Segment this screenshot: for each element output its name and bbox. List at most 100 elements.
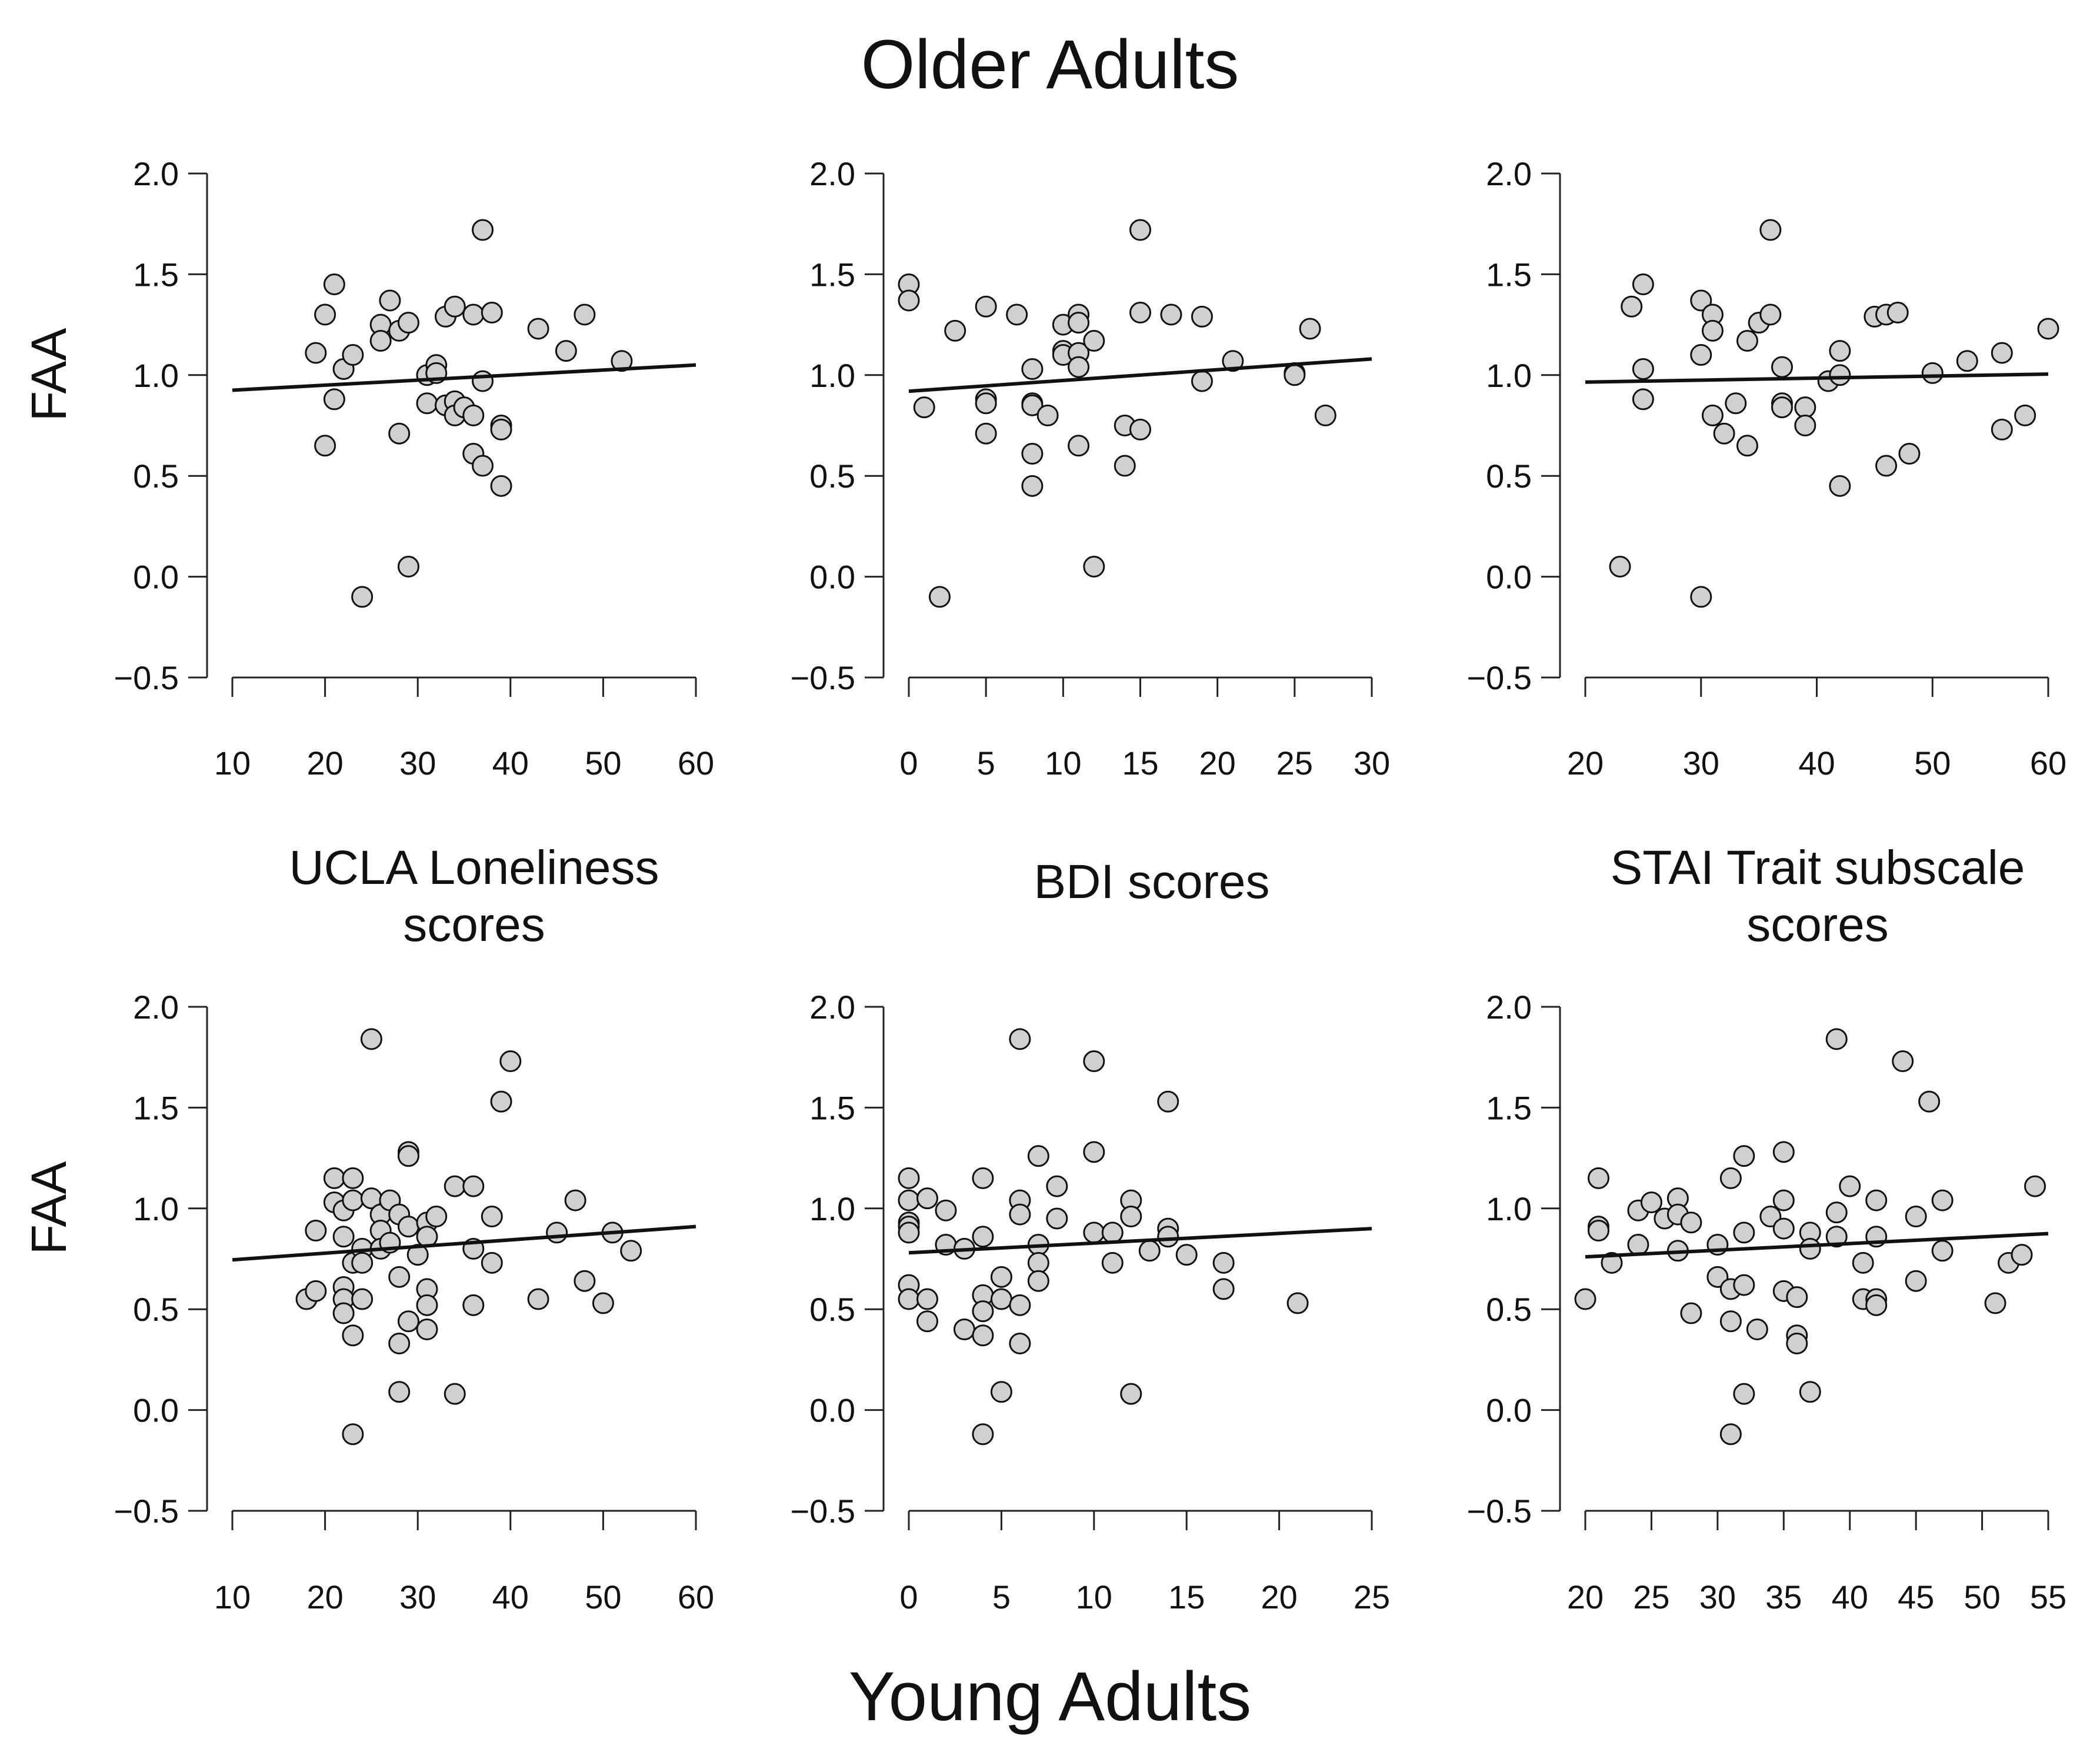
data-point	[898, 1221, 920, 1244]
data-point	[1138, 1240, 1161, 1262]
data-point	[913, 396, 935, 419]
data-point	[314, 303, 336, 326]
data-point	[1725, 392, 1747, 415]
x-tick-label: 20	[1261, 1578, 1297, 1616]
data-point	[1627, 1234, 1649, 1256]
data-point	[1736, 330, 1758, 352]
data-point	[1083, 555, 1105, 578]
data-point	[1027, 1145, 1049, 1167]
y-tick-label: 1.0	[133, 1190, 179, 1227]
data-point	[1825, 1028, 1848, 1050]
data-point	[527, 318, 549, 340]
x-tick-label: 30	[1354, 745, 1390, 782]
data-point	[1212, 1278, 1235, 1300]
y-tick-label: 0.0	[133, 1392, 179, 1429]
y-tick-label: 0.5	[809, 458, 855, 495]
y-tick-label: 1.5	[1486, 1089, 1532, 1126]
y-tick-label: 1.5	[133, 1089, 179, 1126]
data-point	[1006, 303, 1028, 326]
data-point	[1991, 342, 2013, 364]
data-point	[1799, 1237, 1821, 1260]
data-point	[898, 1167, 920, 1189]
x-tick-label: 25	[1354, 1578, 1390, 1616]
data-point	[1046, 1207, 1068, 1230]
data-point	[1157, 1226, 1179, 1248]
data-point	[1991, 418, 2013, 440]
x-tick-label: 20	[306, 1578, 343, 1616]
y-tick-label: −0.5	[1466, 659, 1532, 696]
data-point	[1009, 1294, 1031, 1316]
data-point	[898, 1288, 920, 1310]
data-point	[1101, 1251, 1124, 1274]
data-point	[2037, 318, 2059, 340]
x-tick-label: 10	[214, 1578, 251, 1616]
data-point	[1794, 415, 1816, 436]
data-point	[928, 586, 951, 608]
data-point	[1799, 1381, 1821, 1403]
data-point	[574, 1270, 596, 1292]
data-point	[499, 1050, 522, 1073]
data-point	[425, 1206, 448, 1228]
y-tick-label: −0.5	[790, 659, 855, 696]
data-point	[1771, 356, 1793, 378]
data-point	[481, 1251, 503, 1274]
data-point	[342, 1167, 364, 1189]
data-point	[462, 1294, 485, 1316]
data-point	[472, 219, 494, 241]
data-point	[1825, 1226, 1848, 1248]
data-point	[323, 273, 345, 296]
data-point	[1574, 1288, 1596, 1310]
y-tick-label: 1.5	[809, 256, 855, 293]
panel-young-ucla-loneliness-scores: −0.5 0.0 0.5 1.0 1.5 2.0 10 20 30 40 50 60 FAA	[21, 989, 714, 1616]
data-point	[388, 1332, 411, 1354]
data-point	[555, 340, 577, 362]
x-tick-label: 30	[1699, 1578, 1736, 1616]
older-adults-title: Older Adults	[861, 26, 1239, 104]
data-point	[1713, 422, 1735, 445]
data-point	[1129, 302, 1151, 324]
data-point	[611, 350, 633, 372]
data-point	[342, 1423, 364, 1446]
y-tick-label: 2.0	[133, 989, 179, 1026]
data-point	[1759, 303, 1782, 326]
data-point	[1101, 1221, 1124, 1244]
data-point	[444, 1175, 466, 1197]
data-point	[342, 1189, 364, 1211]
data-point	[1009, 1203, 1031, 1226]
data-point	[935, 1199, 957, 1221]
x-tick-label: 40	[492, 745, 529, 782]
data-point	[944, 319, 966, 342]
data-point	[1046, 1175, 1068, 1197]
panel-young-stai-trait-subscale-scores: −0.5 0.0 0.5 1.0 1.5 2.0 20 25 30 35 40 45 50 55	[1466, 989, 2066, 1616]
data-point	[490, 418, 512, 440]
data-point	[546, 1221, 568, 1244]
data-point	[472, 370, 494, 392]
y-tick-label: 0.5	[1486, 1291, 1532, 1328]
data-point	[1587, 1220, 1609, 1242]
regression-line	[908, 357, 1372, 393]
data-point	[1733, 1274, 1755, 1296]
y-tick-label: 1.5	[809, 1089, 855, 1126]
y-tick-label: 1.0	[809, 357, 855, 394]
y-axis-label: FAA	[21, 328, 76, 422]
data-point	[1212, 1251, 1235, 1274]
data-point	[1719, 1167, 1742, 1189]
data-point	[1191, 305, 1213, 328]
data-point	[1892, 1050, 1914, 1073]
y-tick-label: 0.5	[1486, 458, 1532, 495]
data-point	[1068, 356, 1090, 378]
scatter-panels: −0.50.00.51.01.52.010 20 30 40 50 60FAA−0.50.…	[21, 155, 2066, 1616]
x-tick-label: 50	[1914, 745, 1951, 782]
data-point	[1865, 1294, 1888, 1316]
y-tick-label: 0.5	[809, 1291, 855, 1328]
data-point	[462, 303, 485, 326]
data-point	[975, 422, 997, 445]
data-point	[1905, 1270, 1927, 1292]
y-tick-label: −0.5	[114, 659, 179, 696]
panel-older-ucla-loneliness-scores: −0.5 0.0 0.5 1.0 1.5 2.0 10 20 30 40 50 60 FAA	[21, 155, 714, 782]
data-point	[2014, 404, 2036, 426]
x-tick-label: 30	[399, 745, 436, 782]
data-point	[1009, 1332, 1031, 1354]
panel-young-bdi-scores: −0.5 0.0 0.5 1.0 1.5 2.0 0 5 10 15 20 25	[790, 989, 1390, 1616]
